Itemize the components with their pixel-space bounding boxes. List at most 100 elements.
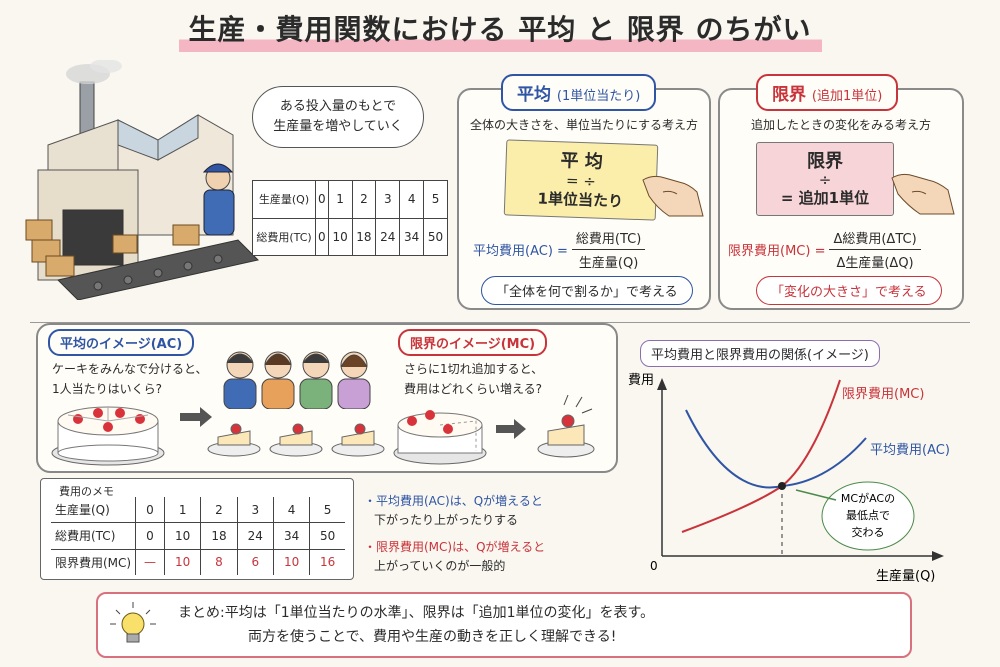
table-row-label: 総費用(TC) [51,522,136,550]
speech-bubble: ある投入量のもとで 生産量を増やしていく [252,86,424,148]
speech-line-1: ある投入量のもとで [279,99,397,114]
table-row-label: 生産量(Q) [51,497,136,524]
table-cell: 3 [375,180,401,219]
average-description: 全体の大きさを、単位当たりにする考え方 [469,118,699,132]
table-row: 総費用(TC) 0 10 18 24 34 50 [252,217,448,256]
marginal-panel: 限界 (追加1単位) 追加したときの変化をみる考え方 限界 ÷ = 追加1単位 … [718,74,964,310]
bullet-ac-line-1: ・平均費用(AC)は、Qが増えると [364,494,543,508]
factory-illustration [25,60,259,300]
image-mc-tag: 限界のイメージ(MC) [398,329,548,356]
table-cell: 50 [309,522,345,550]
table-cell: 50 [423,217,448,256]
table-cell: 5 [309,497,345,524]
average-card: 平 均 = ÷ 1単位当たり [503,139,659,221]
average-formula: 平均費用(AC) = 総費用(TC) 生産量(Q) [473,228,703,271]
bullet-notes: ・平均費用(AC)は、Qが増えると 下がったり上がったりする ・限界費用(MC)… [364,492,545,576]
image-avg-tag: 平均のイメージ(AC) [48,329,195,356]
table-cell: 24 [375,217,401,256]
mc-series-label: 限界費用(MC) [842,387,924,402]
table-cell: 4 [272,497,311,524]
summary-box: まとめ:平均は「1単位当たりの水準」、限界は「追加1単位の変化」を表す。 両方を… [96,592,912,658]
x-axis-label: 生産量(Q) [876,568,935,584]
y-axis-arrow [657,378,667,390]
annotation-bubble [821,481,915,551]
image-avg-text: ケーキをみんなで分けると、 1人当たりはいくら? [52,362,208,396]
annotation-line-1: MCがACの [841,491,895,505]
marginal-description: 追加したときの変化をみる考え方 [750,118,931,132]
annotation-pointer [795,489,837,501]
average-panel: 平均 (1単位当たり) 全体の大きさを、単位当たりにする考え方 平 均 = ÷ … [457,74,711,310]
table-cell: 0 [315,217,329,256]
table-cell: 24 [236,522,274,550]
memo-title: 費用のメモ [59,485,114,498]
table-row-label: 総費用(TC) [252,217,316,256]
table-cell: 4 [399,180,425,219]
cost-memo: 費用のメモ 生産量(Q) 0 1 2 3 4 5 総費用(TC) 0 10 18… [40,478,354,580]
table-row: 生産量(Q) 0 1 2 3 4 5 [252,180,448,219]
marginal-pill: 「変化の大きさ」で考える [756,276,942,305]
table-cell: 34 [399,217,425,256]
table-cell: 5 [423,180,448,219]
table-cell: 8 [200,548,238,575]
cut-cake-icon [393,410,487,465]
table-cell: 3 [236,497,274,524]
cake-image-panel: 平均のイメージ(AC) ケーキをみんなで分けると、 1人当たりはいくら? 限界の… [36,323,618,473]
table-cell: 0 [135,522,165,550]
table-cell: 0 [135,497,165,524]
y-axis-label: 費用 [628,373,654,388]
annotation-line-2: 最低点で [846,509,890,522]
table-cell: 18 [200,522,238,550]
ac-series-label: 平均費用(AC) [870,443,950,458]
marginal-card: 限界 ÷ = 追加1単位 [756,142,894,216]
table-cell: 6 [236,548,274,575]
people-icon [223,351,371,409]
x-axis-arrow [932,551,944,561]
image-mc-text: さらに1切れ追加すると、 費用はどれくらい増える? [404,362,544,396]
marginal-heading: 限界 (追加1単位) [756,74,899,111]
table-cell: 16 [309,548,345,575]
whole-cake-icon [51,406,165,466]
summary-line-2: 両方を使うことで、費用や生産の動きを正しく理解できる! [248,629,617,645]
cake-slices-icon [207,423,385,457]
origin-label: 0 [650,559,658,573]
table-cell: 0 [315,180,329,219]
table-cell: 1 [327,180,353,219]
marginal-formula: 限界費用(MC) = Δ総費用(ΔTC) Δ生産量(ΔQ) [728,228,960,271]
table-row-label: 限界費用(MC) [51,548,136,575]
page-title: 生産・費用関数における 平均 と 限界 のちがい [0,8,1000,52]
average-pill: 「全体を何で割るか」で考える [481,276,693,305]
table-row-label: 生産量(Q) [252,180,316,219]
arrow-icon [496,419,526,439]
table-cell: 10 [327,217,353,256]
table-cell: 2 [200,497,238,524]
table-cell: 2 [351,180,377,219]
table-row: 限界費用(MC) — 10 8 6 10 16 [51,548,345,575]
table-cell: 10 [163,548,202,575]
average-heading: 平均 (1単位当たり) [501,74,657,111]
hand-icon [891,173,955,215]
ac-curve [685,409,867,489]
arrow-icon [180,407,212,427]
table-cell: 10 [272,548,311,575]
bullet-ac-line-2: 下がったり上がったりする [374,513,519,527]
hand-icon [642,175,704,217]
table-cell: 34 [272,522,311,550]
table-row: 総費用(TC) 0 10 18 24 34 50 [51,522,345,550]
lightbulb-icon [110,602,156,643]
section-divider [30,322,970,323]
memo-table: 生産量(Q) 0 1 2 3 4 5 総費用(TC) 0 10 18 24 34… [51,497,345,575]
cost-chart: 費用 生産量(Q) 0 限界費用(MC) 平均費用(AC) MCがACの 最低点… [628,373,950,584]
table-cell: 18 [351,217,377,256]
annotation-line-3: 交わる [852,525,885,539]
mc-curve [681,379,841,533]
added-slice-icon [537,394,595,458]
summary-line-1: まとめ:平均は「1単位当たりの水準」、限界は「追加1単位の変化」を表す。 [178,605,655,621]
intersection-point [778,482,786,490]
chart-title: 平均費用と限界費用の関係(イメージ) [640,340,880,367]
table-cell: 10 [163,522,202,550]
bullet-mc-line-1: ・限界費用(MC)は、Qが増えると [364,540,546,554]
top-data-table: 生産量(Q) 0 1 2 3 4 5 総費用(TC) 0 10 18 24 34… [252,180,448,256]
bullet-mc-line-2: 上がっていくのが一般的 [374,559,506,573]
speech-line-2: 生産量を増やしていく [273,119,403,134]
table-cell: 1 [163,497,202,524]
